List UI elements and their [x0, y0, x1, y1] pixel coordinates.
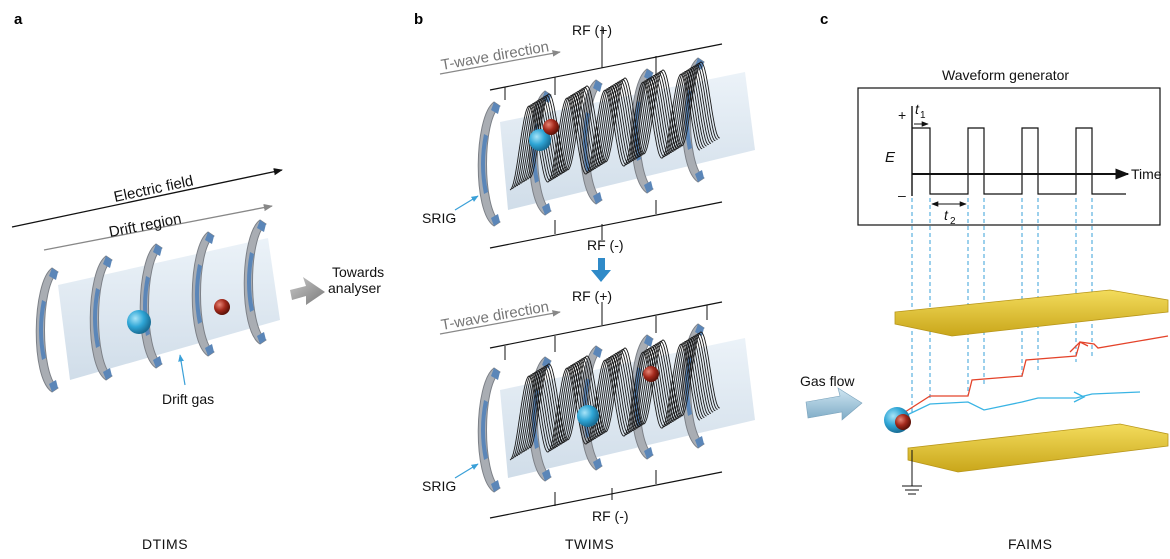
t-wave-coils-top: [509, 61, 720, 191]
rf-plus-rail-top: [489, 43, 723, 91]
coil-strand: [511, 342, 703, 460]
coil-strand: [516, 69, 707, 187]
ground-symbol: [902, 450, 922, 495]
e-label: E: [885, 149, 896, 166]
twims-bottom: RF (+) RF (-) T-wave direction SR: [422, 288, 755, 524]
panel-letter-a: a: [14, 11, 23, 28]
towards-label: Towards: [332, 264, 384, 280]
t-wave-arrow-top: [439, 50, 561, 75]
red-ion-path: [904, 335, 1169, 413]
red-path-arrowhead: [1069, 341, 1089, 353]
electric-field-arrow: [11, 168, 283, 228]
drift-region-label: Drift region: [108, 210, 183, 241]
coil-strand: [529, 61, 720, 179]
t2-label: t: [944, 207, 949, 223]
plus-sign: +: [898, 107, 906, 123]
rail-ties-top: [504, 56, 657, 234]
twims-top: RF (+) RF (-) T-wave direction: [422, 22, 755, 253]
coil-strand: [527, 62, 718, 180]
t2-subscript: 2: [950, 216, 956, 227]
rf-plus-rail-bottom: [489, 301, 723, 349]
coil-strand: [509, 73, 701, 191]
coil-strand: [527, 332, 718, 450]
gas-flow-arrow: [805, 387, 863, 421]
faims-caption: FAIMS: [1008, 536, 1053, 552]
t1-subscript: 1: [920, 110, 926, 121]
dtims-caption: DTIMS: [142, 536, 188, 552]
srig-label-bottom: SRIG: [422, 478, 456, 494]
drift-gas-label: Drift gas: [162, 391, 214, 407]
rf-minus-rail-top: [489, 201, 723, 249]
coil-strand: [520, 336, 712, 454]
panel-letter-c: c: [820, 11, 828, 28]
square-waveform: [912, 127, 1126, 195]
gas-flow-label: Gas flow: [800, 373, 855, 389]
panel-a: a Electric field Drift region Drift gas …: [11, 11, 384, 552]
srig-label-top: SRIG: [422, 210, 456, 226]
timing-projection-lines: [911, 198, 1093, 412]
coil-strand: [514, 340, 705, 458]
panel-b: b RF (+) RF (-) T-wave direction: [414, 11, 755, 552]
rf-plus-label-bottom: RF (+): [572, 288, 612, 304]
t-wave-coils-bottom: [509, 331, 720, 461]
blue-path-arrowhead: [1073, 391, 1086, 403]
blue-ion-bottom: [577, 405, 599, 427]
top-electrode-plate: [894, 289, 1169, 337]
coil-strand: [525, 334, 716, 451]
panel-c: c Waveform generator + – E Time t 1 t 2: [800, 11, 1169, 552]
rf-minus-label-bottom: RF (-): [592, 508, 629, 524]
coil-strand: [516, 339, 707, 457]
coil-strand: [518, 68, 709, 185]
srig-pointer-bottom: [454, 463, 479, 479]
t-wave-label-bottom: T-wave direction: [440, 298, 551, 334]
electric-field-label: Electric field: [112, 172, 195, 205]
coil-strand: [518, 338, 709, 455]
coil-strand: [525, 64, 716, 181]
drift-gas-pointer: [178, 354, 186, 386]
waveform-generator-box: [857, 87, 1161, 226]
waveform-generator-title: Waveform generator: [942, 67, 1069, 83]
minus-sign: –: [898, 187, 906, 203]
coil-strand: [520, 66, 712, 184]
red-ion-faims: [895, 414, 911, 430]
rf-plus-label-top: RF (+): [572, 22, 612, 38]
coil-strand: [511, 72, 703, 190]
t1-label: t: [915, 101, 920, 117]
drift-region-arrow: [43, 203, 273, 251]
coil-strand: [522, 65, 714, 183]
twims-caption: TWIMS: [565, 536, 614, 552]
t-wave-label-top: T-wave direction: [440, 38, 551, 74]
coil-strand: [509, 343, 701, 461]
red-ion-top: [543, 119, 559, 135]
srig-pointer-top: [454, 195, 479, 211]
red-ion-bottom: [643, 366, 659, 382]
rail-ties-bottom: [504, 305, 708, 506]
down-arrow: [591, 258, 611, 282]
towards-analyser-arrow: [290, 277, 325, 305]
blue-ion: [127, 310, 151, 334]
drift-tube: [58, 238, 280, 380]
blue-ion-top: [529, 129, 551, 151]
coil-strand: [522, 335, 714, 453]
t-wave-arrow-bottom: [439, 310, 561, 335]
red-ion: [214, 299, 230, 315]
coil-strand: [529, 331, 720, 449]
analyser-label: analyser: [328, 280, 381, 296]
time-label: Time: [1131, 166, 1162, 182]
panel-letter-b: b: [414, 11, 423, 28]
rf-minus-rail-bottom: [489, 471, 723, 519]
bottom-electrode-plate: [907, 423, 1169, 473]
blue-ion-path: [904, 391, 1141, 417]
rf-minus-label-top: RF (-): [587, 237, 624, 253]
coil-strand: [514, 70, 705, 188]
